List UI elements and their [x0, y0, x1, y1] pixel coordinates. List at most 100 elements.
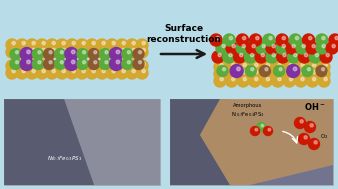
Circle shape	[32, 49, 43, 60]
Circle shape	[255, 70, 258, 74]
Circle shape	[237, 75, 249, 87]
Circle shape	[122, 62, 125, 66]
Circle shape	[26, 67, 38, 79]
Circle shape	[76, 67, 88, 79]
Circle shape	[42, 41, 45, 45]
Circle shape	[316, 34, 328, 46]
Circle shape	[62, 41, 65, 45]
Circle shape	[106, 39, 118, 51]
Circle shape	[307, 68, 318, 80]
Circle shape	[82, 62, 86, 66]
Circle shape	[112, 62, 115, 66]
Circle shape	[42, 48, 45, 52]
Circle shape	[36, 46, 48, 58]
Circle shape	[127, 51, 130, 54]
Circle shape	[38, 61, 41, 64]
Circle shape	[116, 67, 128, 79]
Circle shape	[307, 75, 318, 87]
Text: Surface
reconstruction: Surface reconstruction	[147, 24, 221, 44]
Circle shape	[32, 41, 35, 45]
Circle shape	[106, 60, 118, 72]
Circle shape	[16, 67, 28, 79]
Circle shape	[106, 67, 118, 79]
Polygon shape	[200, 99, 333, 185]
Circle shape	[324, 77, 328, 81]
Circle shape	[82, 69, 86, 73]
Circle shape	[249, 75, 261, 87]
Circle shape	[232, 63, 235, 67]
Circle shape	[243, 63, 246, 67]
Text: OH$^-$: OH$^-$	[304, 101, 326, 112]
Circle shape	[249, 61, 261, 73]
Circle shape	[42, 62, 45, 66]
Circle shape	[122, 41, 125, 45]
Circle shape	[66, 60, 78, 72]
Circle shape	[32, 59, 43, 70]
Circle shape	[295, 68, 307, 80]
Circle shape	[12, 62, 15, 66]
Circle shape	[276, 34, 288, 46]
Circle shape	[237, 34, 248, 46]
Circle shape	[94, 61, 97, 64]
Circle shape	[266, 77, 270, 81]
Circle shape	[65, 57, 78, 70]
Circle shape	[55, 59, 66, 70]
Circle shape	[305, 122, 315, 132]
Circle shape	[52, 41, 55, 45]
Circle shape	[6, 46, 18, 58]
Circle shape	[252, 44, 256, 48]
Polygon shape	[4, 99, 94, 185]
Circle shape	[232, 77, 235, 81]
Circle shape	[318, 75, 330, 87]
Circle shape	[243, 77, 246, 81]
Circle shape	[283, 75, 295, 87]
Circle shape	[216, 42, 228, 54]
Circle shape	[92, 69, 95, 73]
Circle shape	[321, 68, 324, 71]
Circle shape	[88, 49, 99, 60]
Circle shape	[244, 51, 257, 63]
Circle shape	[60, 61, 63, 64]
Text: Amorphous
Ni$_{0.7}$Fe$_{0.3}$PS$_3$: Amorphous Ni$_{0.7}$Fe$_{0.3}$PS$_3$	[231, 103, 265, 119]
Circle shape	[272, 61, 284, 73]
Circle shape	[92, 48, 95, 52]
Circle shape	[293, 67, 297, 71]
Circle shape	[237, 68, 249, 80]
Circle shape	[122, 48, 125, 52]
Circle shape	[77, 49, 88, 60]
Circle shape	[272, 68, 284, 80]
Circle shape	[210, 34, 222, 46]
Circle shape	[22, 69, 25, 73]
Circle shape	[301, 77, 304, 81]
Circle shape	[212, 51, 224, 63]
Circle shape	[272, 53, 275, 57]
Circle shape	[282, 44, 285, 48]
Circle shape	[216, 36, 219, 40]
Circle shape	[255, 63, 258, 67]
Circle shape	[16, 46, 28, 58]
Circle shape	[296, 42, 308, 54]
Circle shape	[72, 62, 75, 66]
Circle shape	[255, 77, 258, 81]
Circle shape	[36, 60, 48, 72]
Circle shape	[305, 53, 308, 57]
Circle shape	[242, 36, 246, 40]
Circle shape	[12, 69, 15, 73]
Circle shape	[295, 75, 307, 87]
Circle shape	[86, 46, 98, 58]
Circle shape	[322, 44, 325, 48]
Circle shape	[310, 124, 313, 127]
Circle shape	[312, 77, 316, 81]
Circle shape	[261, 124, 264, 127]
Circle shape	[214, 61, 226, 73]
Circle shape	[250, 126, 260, 136]
Circle shape	[72, 41, 75, 45]
Circle shape	[132, 69, 135, 73]
Circle shape	[301, 63, 304, 67]
Circle shape	[250, 53, 254, 57]
Circle shape	[276, 42, 288, 54]
Circle shape	[272, 44, 275, 48]
Circle shape	[304, 136, 307, 139]
Circle shape	[225, 75, 238, 87]
Circle shape	[71, 60, 75, 64]
